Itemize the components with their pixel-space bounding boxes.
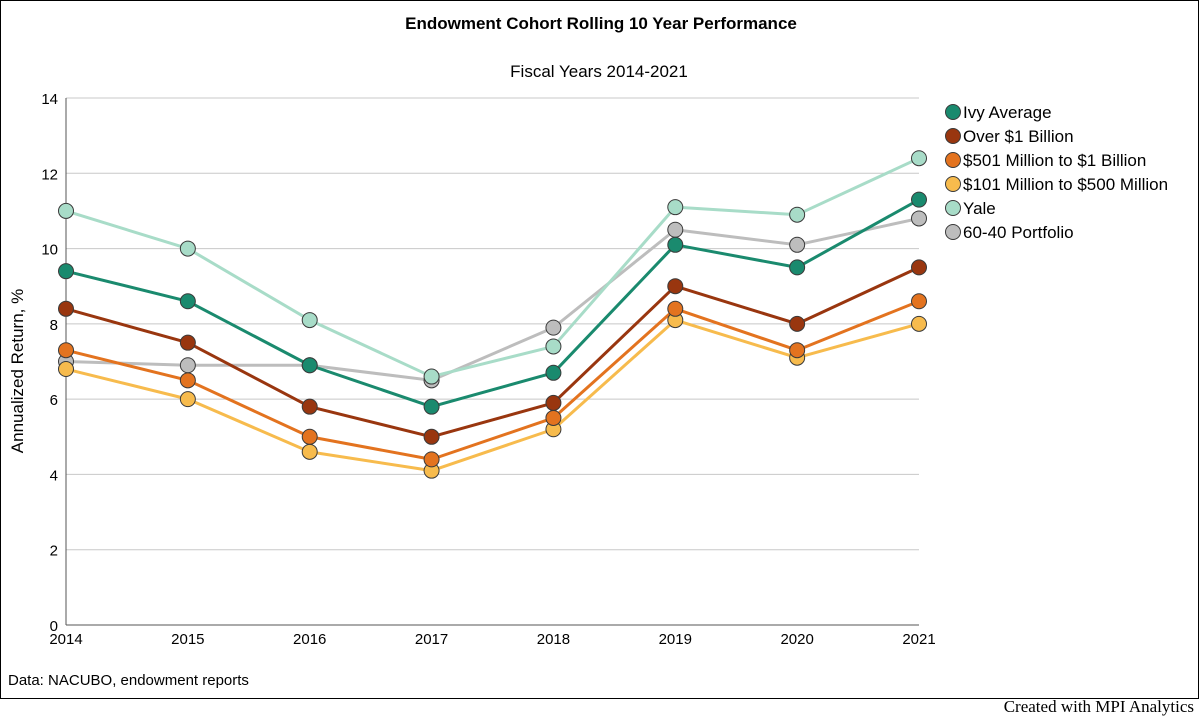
legend-marker [945,224,961,240]
data-point [58,300,74,317]
y-tick-label: 10 [41,242,58,259]
data-point [545,394,562,411]
data-point [911,191,927,208]
data-point [301,428,318,445]
series-line [65,216,920,382]
x-tick-label: 2021 [902,631,935,648]
x-tick-label: 2016 [293,631,326,648]
legend: Ivy Average Over $1 Billion $501 Million t… [945,103,1168,242]
data-point [911,150,927,167]
y-tick-label: 4 [50,467,58,484]
series-line [65,156,920,379]
data-point [179,357,196,374]
data-point [58,342,74,359]
data-point [545,319,562,336]
data-point [301,443,318,460]
y-tick-label: 8 [50,317,58,334]
data-point [545,338,562,355]
data-point [789,236,806,253]
data-point [667,278,684,295]
credit-label: Created with MPI Analytics [1003,697,1194,716]
legend-marker [945,128,961,144]
series-points [58,150,927,479]
data-point [179,334,196,351]
data-point [423,451,440,468]
axes: 0 2 4 6 8 10 12 14 2014 2015 2016 2017 2018 2019 2020 2… [41,91,935,648]
data-point [301,357,318,374]
data-point [423,398,440,415]
gridlines [66,97,919,626]
data-point [545,409,562,426]
series-line [65,318,920,473]
data-point [58,202,74,219]
data-point [911,210,927,227]
legend-marker [945,152,961,168]
legend-marker [945,104,961,120]
source-note: Data: NACUBO, endowment reports [8,672,249,689]
legend-label: Yale [963,199,996,218]
data-point [911,259,927,276]
data-point [301,312,318,329]
data-point [667,221,684,238]
x-tick-label: 2018 [537,631,570,648]
data-point [301,398,318,415]
legend-label: Over $1 Billion [963,127,1074,146]
y-tick-label: 2 [50,543,58,560]
data-point [789,206,806,223]
data-point [423,368,440,385]
legend-label: $501 Million to $1 Billion [963,151,1146,170]
data-point [423,428,440,445]
chart-frame: Endowment Cohort Rolling 10 Year Perform… [0,0,1199,699]
series-line [65,198,920,409]
chart-title: Endowment Cohort Rolling 10 Year Perform… [405,14,797,33]
x-tick-label: 2015 [171,631,204,648]
x-tick-label: 2017 [415,631,448,648]
legend-marker [945,200,961,216]
y-tick-label: 0 [50,618,58,635]
data-point [667,199,684,216]
data-point [911,315,927,332]
data-point [58,361,74,378]
data-point [789,315,806,332]
data-point [179,372,196,389]
data-point [179,391,196,408]
x-tick-label: 2014 [49,631,82,648]
y-tick-label: 14 [41,91,58,108]
data-point [667,300,684,317]
legend-label: $101 Million to $500 Million [963,175,1168,194]
y-axis-label: Annualized Return, % [8,289,27,453]
data-point [789,342,806,359]
series-line [65,266,920,439]
series-lines [65,156,920,473]
y-tick-label: 12 [41,166,58,183]
x-tick-label: 2019 [659,631,692,648]
data-point [545,364,562,381]
legend-label: Ivy Average [963,103,1052,122]
series-line [65,299,920,461]
data-point [789,259,806,276]
line-chart: Endowment Cohort Rolling 10 Year Perform… [8,14,1168,689]
chart-subtitle: Fiscal Years 2014-2021 [510,62,688,81]
legend-label: 60-40 Portfolio [963,223,1074,242]
x-tick-label: 2020 [780,631,813,648]
data-point [667,236,684,253]
data-point [58,263,74,280]
data-point [179,293,196,310]
data-point [179,240,196,257]
data-point [911,293,927,310]
y-tick-label: 6 [50,392,58,409]
legend-marker [945,176,961,192]
